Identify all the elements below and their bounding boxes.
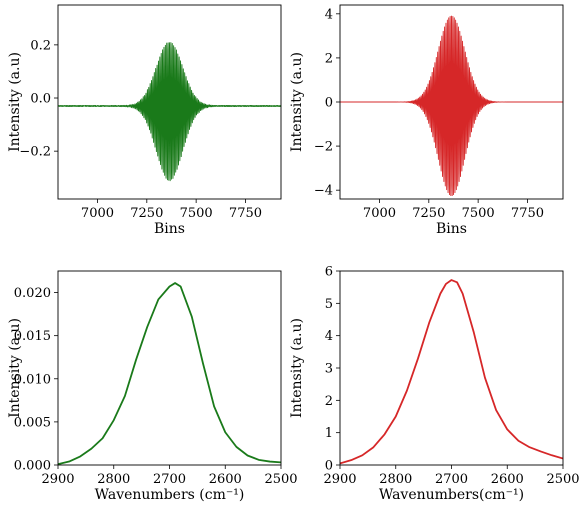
x-tick-label: 2600	[209, 472, 242, 487]
x-tick-label: 7750	[511, 206, 544, 221]
x-axis-label: Bins	[154, 221, 185, 237]
series-line	[340, 15, 563, 197]
chart-panel-3: 2900 2800 2700 2600 2500 0.000 0.005 0.010 0.015…	[7, 270, 298, 503]
y-tick-label: −4	[314, 184, 333, 199]
x-tick-label: 7000	[81, 206, 114, 221]
y-tick-label: 3	[325, 362, 333, 377]
y-tick-label: 2	[325, 51, 333, 66]
y-tick-label: 0.2	[30, 38, 51, 53]
y-tick-label: −0.2	[19, 145, 51, 160]
y-tick-label: 5	[325, 297, 333, 312]
x-tick-label: 2900	[41, 472, 74, 487]
series-line	[58, 42, 281, 182]
series-line	[58, 282, 281, 465]
y-tick-label: 0	[325, 96, 333, 111]
x-axis-label: Wavenumbers(cm⁻¹)	[379, 487, 524, 503]
y-tick-label: 0.015	[14, 329, 51, 344]
y-tick-label: 0	[325, 459, 333, 474]
y-tick-label: 2	[325, 394, 333, 409]
y-tick-label: 0.000	[14, 459, 51, 474]
x-tick-label: 2500	[546, 472, 579, 487]
x-axis-label: Wavenumbers (cm⁻¹)	[95, 487, 245, 503]
x-tick-label: 7750	[229, 206, 262, 221]
y-axis-label: Intensity (a.u)	[7, 318, 23, 418]
y-tick-label: 0.0	[30, 92, 51, 107]
x-tick-label: 2800	[379, 472, 412, 487]
y-axis-label: Intensity (a.u)	[289, 52, 305, 152]
x-tick-label: 2800	[97, 472, 130, 487]
series-line	[340, 279, 563, 465]
chart-panel-1: 7000 7250 7500 7750 −0.2 0.0 0.2 Bins Intensity …	[7, 4, 282, 237]
x-tick-label: 7500	[462, 206, 495, 221]
plot-frame	[57, 4, 282, 200]
y-tick-label: 6	[325, 265, 333, 280]
x-axis-label: Bins	[436, 221, 467, 237]
x-tick-label: 2700	[435, 472, 468, 487]
y-tick-label: 0.020	[14, 286, 51, 301]
x-tick-label: 7250	[130, 206, 163, 221]
x-tick-label: 7250	[412, 206, 445, 221]
x-tick-label: 2700	[153, 472, 186, 487]
chart-panel-2: 7000 7250 7500 7750 −4 −2 0 2 4 Bins Intensity (a.…	[289, 4, 564, 237]
y-tick-label: −2	[314, 140, 333, 155]
x-tick-label: 7500	[180, 206, 213, 221]
y-tick-label: 4	[325, 329, 333, 344]
y-tick-label: 4	[325, 7, 333, 22]
x-tick-label: 2900	[323, 472, 356, 487]
y-tick-label: 0.010	[14, 372, 51, 387]
chart-panel-4: 2900 2800 2700 2600 2500 0 1 2 3 4 5 6 Wavenumbers(c…	[289, 265, 580, 504]
y-axis-label: Intensity (a.u)	[289, 318, 305, 418]
x-tick-label: 7000	[363, 206, 396, 221]
x-tick-label: 2600	[491, 472, 524, 487]
y-tick-label: 0.005	[14, 415, 51, 430]
x-tick-label: 2500	[264, 472, 297, 487]
y-axis-label: Intensity (a.u)	[7, 52, 23, 152]
y-tick-label: 1	[325, 426, 333, 441]
